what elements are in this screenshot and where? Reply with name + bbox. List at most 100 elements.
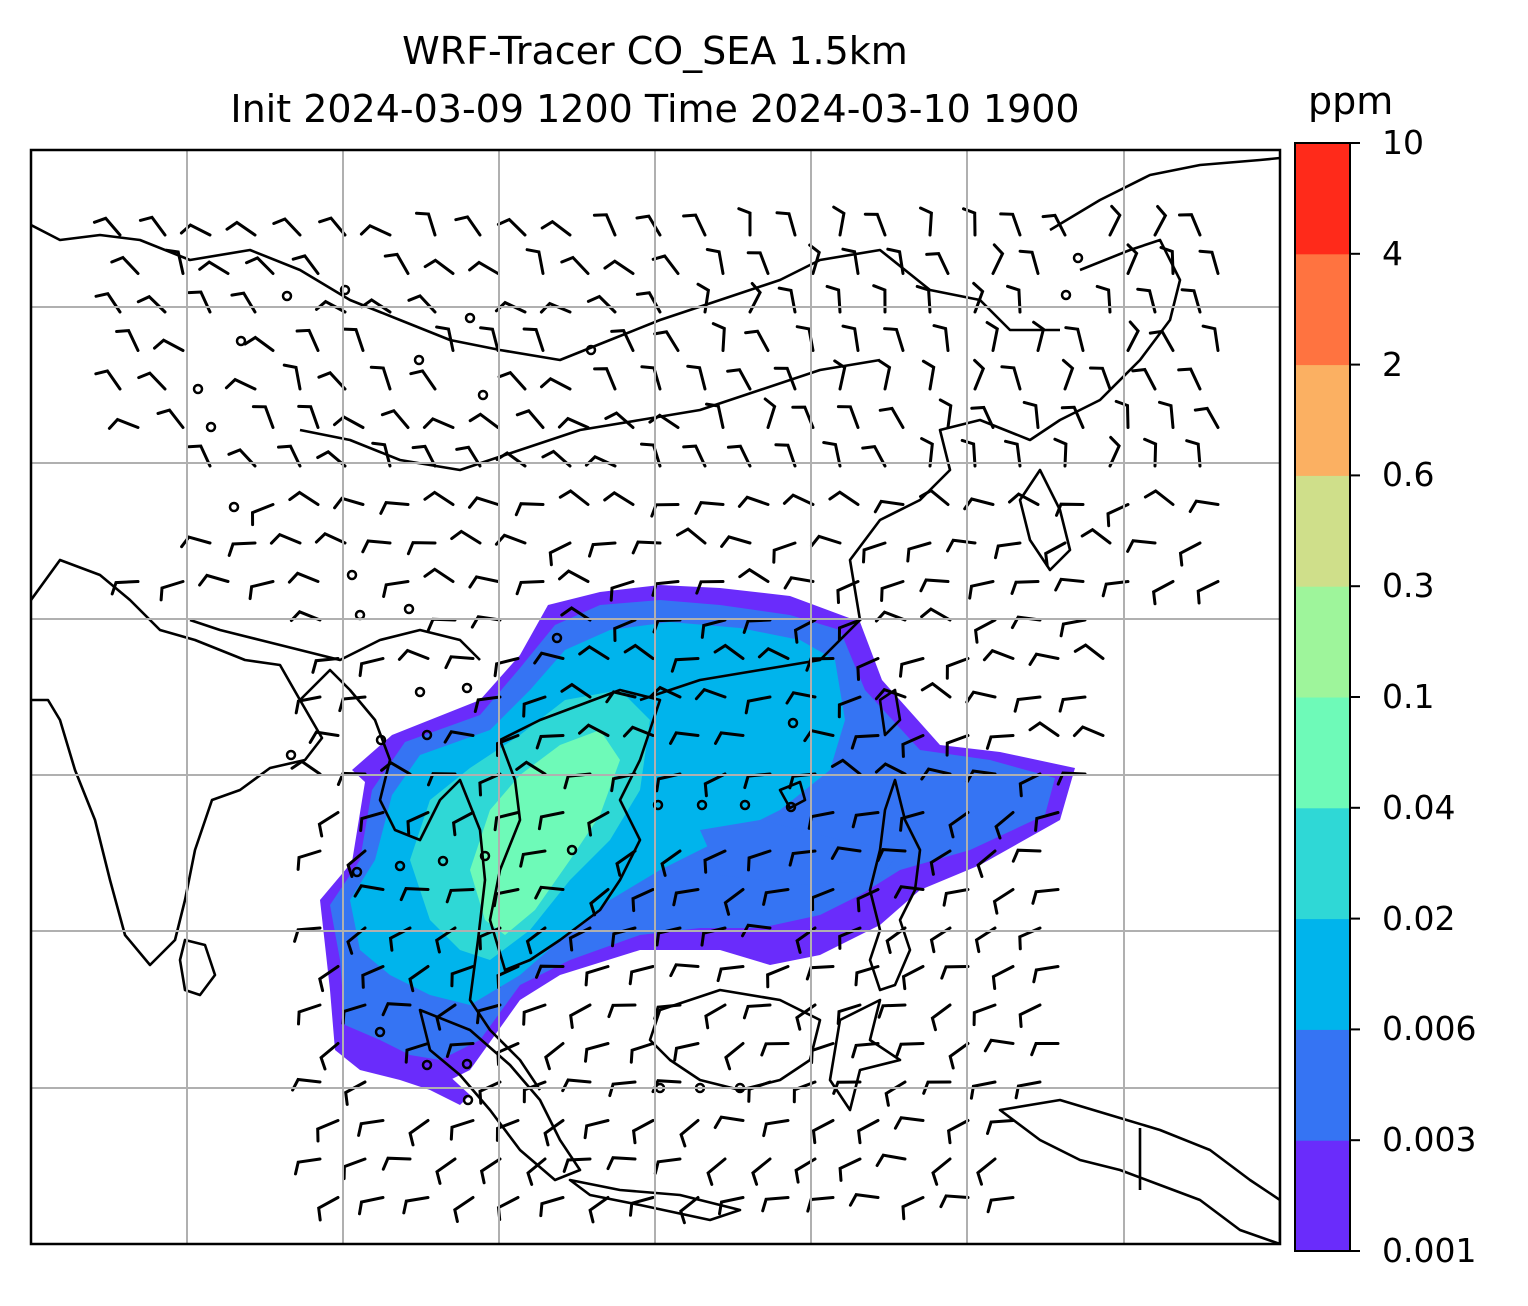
wind-barb <box>514 502 545 517</box>
wind-barb <box>738 567 770 583</box>
map-frame <box>29 148 1282 1246</box>
wind-barb <box>878 406 905 429</box>
wind-barb <box>851 1042 880 1059</box>
wind-barb <box>919 488 950 506</box>
wind-barb <box>180 535 212 549</box>
wind-barb <box>716 965 745 983</box>
wind-barb <box>107 417 140 430</box>
wind-barb <box>250 503 275 527</box>
wind-barb <box>930 1003 952 1032</box>
wind-barb <box>369 365 392 391</box>
coast-newguinea <box>998 1098 1280 1244</box>
calm-wind-circle <box>787 717 799 729</box>
wind-barb <box>539 301 572 314</box>
wind-barb <box>319 1042 340 1071</box>
wind-barb <box>468 575 500 589</box>
wind-barb <box>297 404 320 429</box>
wind-barb <box>1143 437 1158 468</box>
wind-barb <box>454 215 482 237</box>
wind-barb <box>230 291 257 314</box>
wind-barb <box>794 1157 817 1184</box>
wind-barb <box>187 290 212 314</box>
wind-barb <box>669 731 700 745</box>
wind-barb <box>893 885 925 899</box>
wind-barb <box>948 1042 970 1070</box>
colorbar-segment <box>1295 586 1350 698</box>
colorbar-tick-label: 4 <box>1382 233 1403 273</box>
wind-barb <box>358 657 385 678</box>
wind-barb <box>985 734 1015 750</box>
wind-barb <box>569 1003 592 1029</box>
wind-barb <box>476 1003 502 1025</box>
calm-wind-circle <box>1060 289 1072 301</box>
wind-barb <box>1041 213 1067 237</box>
wind-barb <box>899 811 925 832</box>
wind-barb <box>1008 492 1040 506</box>
wind-barb <box>1054 577 1085 592</box>
wind-barb <box>402 1196 430 1215</box>
wind-barb <box>1095 284 1112 314</box>
wind-barb <box>291 254 320 275</box>
wind-barb <box>737 207 752 237</box>
wind-barb <box>359 224 392 237</box>
wind-barb <box>1010 580 1040 595</box>
plume-level-5 <box>470 730 620 935</box>
wind-barb <box>603 259 635 275</box>
wind-barb <box>496 734 520 757</box>
wind-barb <box>277 444 302 468</box>
wind-barb <box>526 1157 547 1186</box>
wind-barb <box>227 541 257 557</box>
wind-barb <box>711 322 726 352</box>
wind-barb <box>443 730 475 744</box>
wind-barb <box>495 1119 520 1142</box>
wind-barb <box>435 1157 457 1185</box>
wind-barb <box>744 329 770 352</box>
wind-barb <box>901 1196 925 1221</box>
wind-barb <box>610 329 635 352</box>
wind-barb <box>287 571 320 584</box>
wind-barb <box>968 580 995 600</box>
wind-barb <box>795 1003 817 1031</box>
wind-barb <box>999 212 1022 237</box>
colorbar-segment <box>1295 143 1350 255</box>
wind-barb <box>543 1119 565 1147</box>
wind-barb <box>920 437 934 468</box>
wind-barb <box>522 327 545 352</box>
wind-barb <box>886 247 905 275</box>
wind-barb <box>631 888 655 913</box>
wind-barb <box>179 223 212 237</box>
wind-barb <box>435 926 457 954</box>
wind-barb <box>451 811 475 837</box>
calm-wind-circle <box>192 383 204 395</box>
wind-barb <box>408 965 430 993</box>
wind-barb <box>245 256 275 275</box>
wind-barb <box>406 811 430 836</box>
wind-barb <box>399 887 430 902</box>
wind-barb <box>713 643 745 660</box>
wind-barb <box>762 888 790 906</box>
wind-barb <box>991 965 1015 990</box>
wind-barb <box>724 1042 745 1071</box>
wind-barb <box>290 759 322 776</box>
wind-barb <box>603 490 635 506</box>
wind-barb <box>318 965 340 993</box>
wind-barb <box>851 811 880 829</box>
wind-barb <box>861 444 887 468</box>
calm-wind-circle <box>551 632 563 644</box>
wind-barb <box>744 695 772 715</box>
wind-barb <box>986 1119 1015 1135</box>
wind-barb <box>1126 539 1157 553</box>
wind-barb <box>450 965 475 988</box>
wind-barb <box>544 1042 565 1071</box>
wind-barb <box>578 644 610 660</box>
wind-barb <box>94 369 122 391</box>
wind-barb <box>761 1196 790 1213</box>
wind-barb <box>535 734 565 750</box>
wind-barb <box>1011 848 1042 863</box>
wind-barb <box>925 252 950 275</box>
wind-barb <box>153 338 185 352</box>
wind-barb <box>885 926 907 954</box>
wind-barb <box>973 358 986 391</box>
wind-barb <box>455 445 482 468</box>
wind-barb <box>810 888 835 912</box>
